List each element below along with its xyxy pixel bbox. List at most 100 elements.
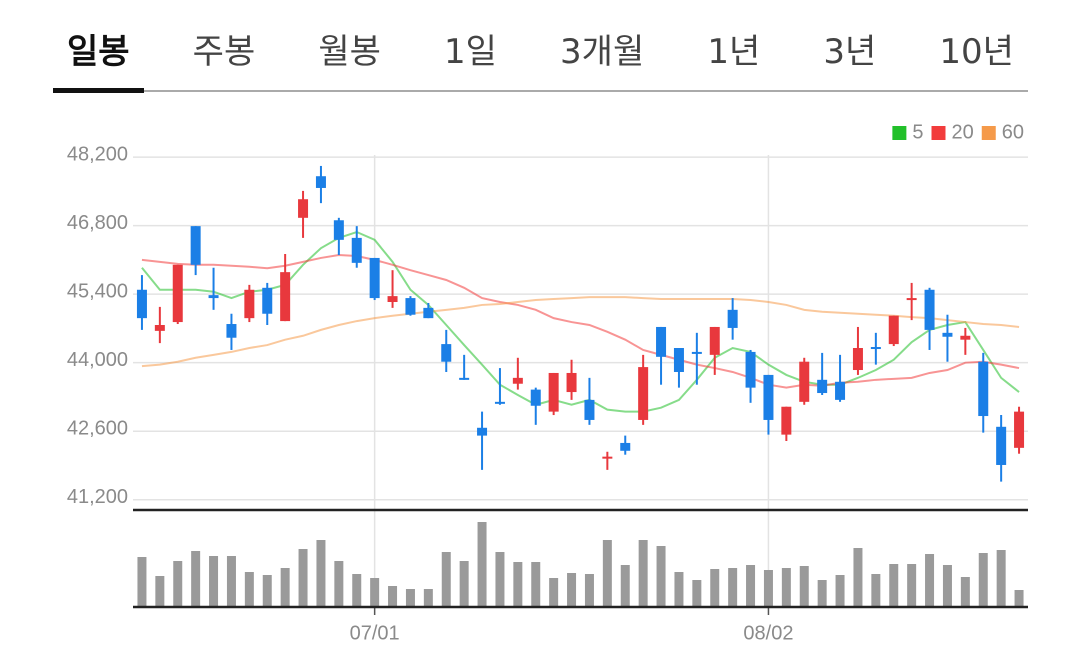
volume-bar xyxy=(620,565,630,607)
period-tab[interactable]: 주봉 xyxy=(192,32,256,72)
candle-body xyxy=(441,344,452,362)
volume-bar xyxy=(495,552,505,607)
volume-bar xyxy=(567,573,577,607)
volume-bar xyxy=(477,522,487,607)
volume-bar xyxy=(674,572,684,607)
candle-body xyxy=(244,289,255,319)
volume-bar xyxy=(799,566,809,607)
candle-body xyxy=(351,237,362,263)
candle-body xyxy=(781,406,792,435)
candle-body xyxy=(620,442,631,451)
volume-bar xyxy=(459,561,469,607)
volume-bar xyxy=(173,561,183,607)
candle-body xyxy=(494,401,505,404)
candle-body xyxy=(226,324,237,338)
volume-bar xyxy=(155,576,165,607)
y-tick-label: 48,200 xyxy=(67,143,128,165)
candle-body xyxy=(369,257,380,299)
volume-bar xyxy=(996,550,1006,607)
ma-line xyxy=(141,254,1020,389)
candle-body xyxy=(799,361,810,402)
period-tab[interactable]: 월봉 xyxy=(318,32,381,72)
volume-bar xyxy=(137,557,147,607)
candle-body xyxy=(870,347,881,350)
candle-body xyxy=(673,348,684,372)
volume-bar xyxy=(244,572,254,607)
volume-bar xyxy=(602,540,612,607)
candle-body xyxy=(835,381,846,400)
volume-bar xyxy=(746,565,756,607)
volume-bar xyxy=(638,540,648,607)
candle-body xyxy=(566,372,577,393)
volume-bar xyxy=(531,562,541,607)
tab-indicator xyxy=(53,88,144,93)
volume-bar xyxy=(871,574,881,607)
period-tab[interactable]: 1년 xyxy=(707,32,761,72)
y-tick-label: 45,400 xyxy=(67,280,128,302)
candle-body xyxy=(172,264,183,323)
volume-bar xyxy=(298,549,308,607)
volume-bar xyxy=(513,562,523,607)
candle-body xyxy=(512,377,523,384)
candle-body xyxy=(459,377,470,380)
candle-body xyxy=(423,307,434,319)
volume-bar xyxy=(316,540,326,607)
volume-bar xyxy=(262,575,272,607)
volume-bar xyxy=(656,546,666,607)
period-tabs: 일봉 주봉 월봉 1일 3개월 1년 3년 10년 xyxy=(53,18,1028,93)
candle-body xyxy=(387,296,398,302)
candle-body xyxy=(763,374,774,420)
period-tab[interactable]: 10년 xyxy=(939,32,1014,72)
y-tick-label: 42,600 xyxy=(67,417,128,439)
volume-bar xyxy=(405,589,415,607)
volume-bar xyxy=(549,578,559,607)
candle-body xyxy=(691,351,702,354)
candle-body xyxy=(405,298,416,315)
candle-body xyxy=(924,289,935,330)
volume-bar xyxy=(692,580,702,607)
period-tab[interactable]: 일봉 xyxy=(67,32,130,72)
volume-bar xyxy=(925,554,935,607)
candle-body xyxy=(530,389,541,406)
candle-body xyxy=(996,426,1007,465)
candle-body xyxy=(154,325,165,331)
y-tick-label: 41,200 xyxy=(67,486,128,508)
candle-body xyxy=(656,326,667,357)
candle-body xyxy=(298,199,309,218)
candle-body xyxy=(727,309,738,328)
legend-swatch xyxy=(931,126,946,140)
legend-label: 20 xyxy=(952,121,974,143)
volume-bar xyxy=(835,575,845,607)
candle-body xyxy=(477,427,488,436)
legend-label: 5 xyxy=(912,121,923,143)
candle-body xyxy=(888,315,899,345)
volume-bar xyxy=(1014,590,1024,607)
candle-body xyxy=(709,326,720,355)
period-tab[interactable]: 3년 xyxy=(823,32,877,72)
legend-swatch xyxy=(981,126,996,140)
legend-label: 60 xyxy=(1002,121,1024,143)
period-tab[interactable]: 1일 xyxy=(444,32,497,72)
period-tab[interactable]: 3개월 xyxy=(560,32,645,72)
volume-bar xyxy=(423,589,433,607)
volume-bar xyxy=(907,564,917,607)
candle-body xyxy=(262,287,273,314)
ma-line xyxy=(141,230,1020,413)
x-tick-label: 07/01 xyxy=(350,622,400,644)
y-tick-label: 46,800 xyxy=(67,212,128,234)
volume-bar xyxy=(960,577,970,607)
volume-bar xyxy=(942,565,952,607)
volume-bar xyxy=(352,574,362,607)
y-tick-label: 44,000 xyxy=(67,349,128,371)
volume-bar xyxy=(889,564,899,607)
x-tick-label: 08/02 xyxy=(743,622,793,644)
legend-swatch xyxy=(892,126,907,140)
candle-body xyxy=(906,298,917,301)
candle-body xyxy=(280,272,291,322)
candle-body xyxy=(745,351,756,388)
volume-bar xyxy=(781,568,791,607)
tab-divider xyxy=(53,90,1028,92)
